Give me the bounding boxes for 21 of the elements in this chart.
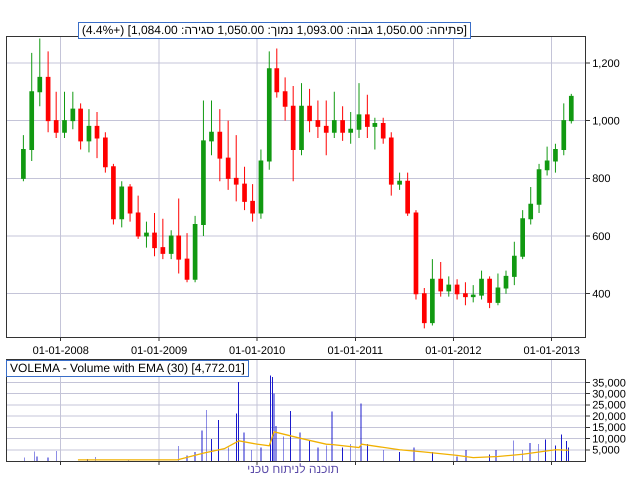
x-tick-label: 01-01-2008 <box>32 345 89 358</box>
chart-title: VOLEMA - Volume with EMA (30) [4,772.01] <box>6 360 249 377</box>
y-tick-label: 30,000 <box>592 388 626 401</box>
y-tick-label: 5,000 <box>592 444 620 457</box>
y-tick-label: 25,000 <box>592 400 626 412</box>
y-tick-label: 1,000 <box>592 116 620 128</box>
x-tick-label: 01-01-2013 <box>524 345 580 358</box>
y-tick-label: 600 <box>592 230 611 243</box>
y-tick-label: 35,000 <box>592 377 626 390</box>
x-tick-label: 01-01-2011 <box>328 345 383 358</box>
y-tick-label: 15,000 <box>592 422 626 434</box>
x-tick-label: 01-01-2010 <box>229 345 286 358</box>
x-tick-label: 01-01-2012 <box>425 345 482 358</box>
y-tick-label: 400 <box>592 288 611 301</box>
y-tick-label: 1,200 <box>592 58 620 70</box>
x-tick-label: 01-01-2009 <box>130 345 188 358</box>
chart-title: [פתיחה: 1,050.00 גבוה: 1,093.00 נמוך: 1,050.00 סגירה: 1,084.00] (+4.4%) <box>78 22 471 39</box>
text: תוכנה לניתוח טכני <box>246 462 340 476</box>
y-tick-label: 10,000 <box>592 433 626 446</box>
y-tick-label: 20,000 <box>592 410 626 423</box>
y-tick-label: 800 <box>592 173 611 186</box>
